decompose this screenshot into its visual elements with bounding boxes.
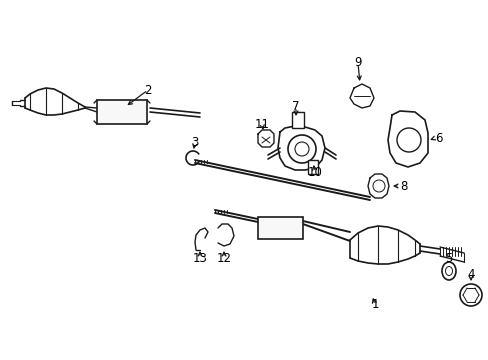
Circle shape xyxy=(372,180,384,192)
Circle shape xyxy=(294,142,308,156)
Text: 4: 4 xyxy=(467,269,474,282)
Text: 7: 7 xyxy=(292,100,299,113)
Text: 1: 1 xyxy=(370,298,378,311)
Bar xyxy=(307,160,317,174)
Text: 9: 9 xyxy=(353,57,361,69)
Ellipse shape xyxy=(441,262,455,280)
Text: 11: 11 xyxy=(254,117,269,130)
Bar xyxy=(258,217,303,239)
Bar xyxy=(97,100,147,124)
Text: 8: 8 xyxy=(399,180,407,193)
Circle shape xyxy=(287,135,315,163)
Text: 2: 2 xyxy=(144,84,151,96)
Bar xyxy=(291,112,304,128)
Ellipse shape xyxy=(445,266,451,275)
Circle shape xyxy=(459,284,481,306)
Text: 12: 12 xyxy=(216,252,231,265)
Circle shape xyxy=(396,128,420,152)
Text: 5: 5 xyxy=(445,252,452,265)
Text: 10: 10 xyxy=(307,166,322,179)
Text: 3: 3 xyxy=(191,136,198,149)
Text: 13: 13 xyxy=(192,252,207,265)
Text: 6: 6 xyxy=(434,131,442,144)
